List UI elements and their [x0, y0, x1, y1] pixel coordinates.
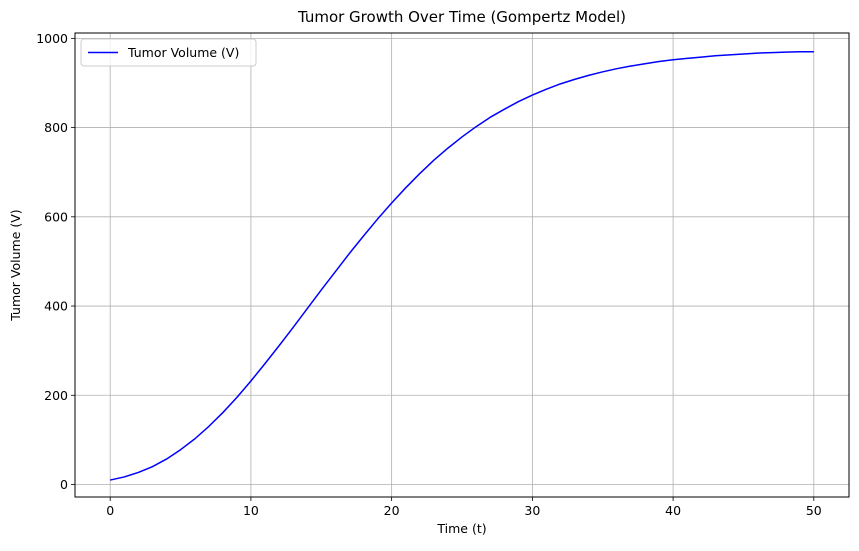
x-tick-label: 40: [665, 503, 681, 518]
grid-lines: [75, 33, 849, 497]
y-tick-label: 800: [44, 120, 68, 135]
series-layer: [110, 50, 814, 481]
legend-label: Tumor Volume (V): [127, 45, 239, 60]
y-tick-label: 200: [44, 388, 68, 403]
plot-frame: [74, 32, 850, 498]
y-tick-label: 1000: [36, 31, 68, 46]
y-axis-label: Tumor Volume (V): [8, 209, 23, 321]
x-axis-label: Time (t): [436, 521, 486, 536]
series-line-tumor-volume: [110, 50, 814, 481]
x-tick-label: 10: [243, 503, 259, 518]
y-tick-label: 600: [44, 209, 68, 224]
x-tick-label: 0: [106, 503, 114, 518]
x-tick-label: 30: [524, 503, 540, 518]
axis-ticks: 0 10 20 30 40 50 0 200 400 600 800 1000: [36, 31, 822, 518]
y-tick-label: 400: [44, 299, 68, 314]
legend: Tumor Volume (V): [80, 38, 257, 67]
x-tick-label: 50: [806, 503, 822, 518]
chart-title: Tumor Growth Over Time (Gompertz Model): [297, 8, 626, 26]
legend-box: [80, 38, 257, 67]
x-tick-label: 20: [384, 503, 400, 518]
y-tick-label: 0: [60, 477, 68, 492]
